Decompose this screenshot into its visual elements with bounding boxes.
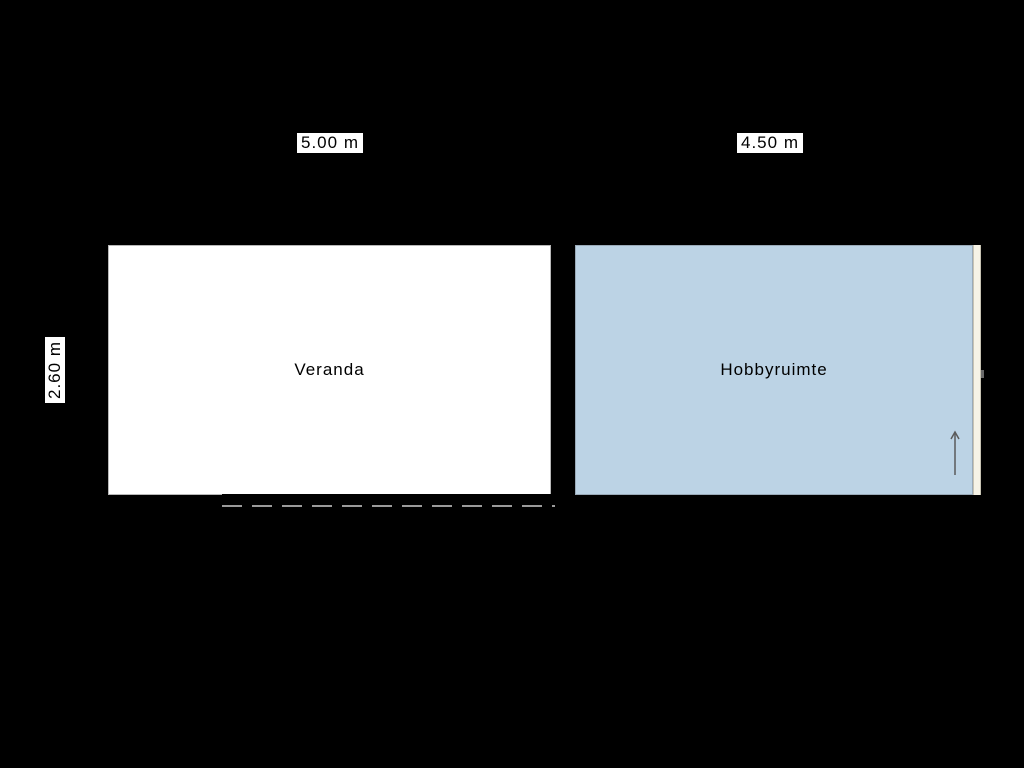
room-label-veranda: Veranda [109, 360, 550, 380]
right-wall-handle [981, 370, 984, 378]
dimension-veranda-width-label: 5.00 m [297, 133, 363, 153]
room-veranda: Veranda [108, 245, 551, 495]
room-hobbyruimte: Hobbyruimte [575, 245, 973, 495]
room-label-hobbyruimte: Hobbyruimte [576, 360, 972, 380]
floorplan-canvas: Veranda Hobbyruimte 2.60 m 5.00 m 4.50 m [0, 0, 1024, 768]
dimension-hobby-width-label: 4.50 m [737, 133, 803, 153]
up-arrow-icon [945, 424, 965, 483]
dimension-height-label: 2.60 m [45, 337, 65, 403]
right-wall-panel [973, 245, 981, 495]
